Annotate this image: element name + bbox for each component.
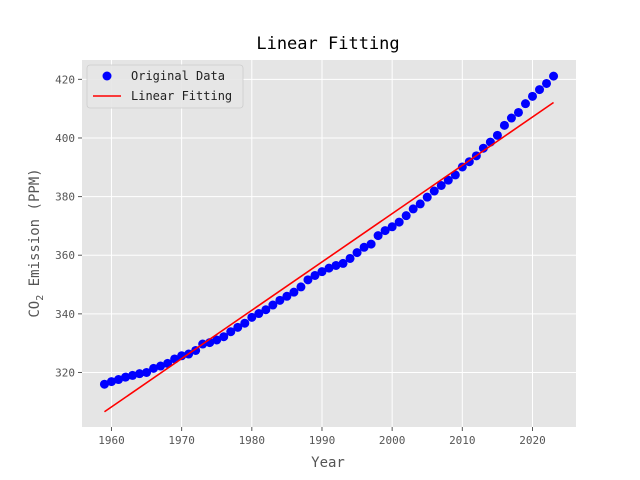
data-point — [121, 372, 131, 382]
data-point — [254, 309, 264, 319]
data-point — [542, 78, 552, 88]
y-axis-ticks: 320 340 360 380 400 420 — [55, 73, 82, 379]
x-tick-label: 2020 — [519, 434, 546, 447]
y-tick-label: 340 — [55, 308, 75, 321]
data-point — [478, 143, 488, 153]
y-axis-label-rest: Emission (PPM) — [27, 168, 43, 294]
data-point — [492, 130, 502, 140]
data-point — [324, 263, 334, 273]
data-point — [331, 260, 341, 270]
data-point — [296, 282, 306, 292]
y-tick-label: 360 — [55, 249, 75, 262]
data-point — [359, 242, 369, 252]
data-point — [282, 291, 292, 301]
data-point — [233, 322, 243, 332]
data-point — [527, 91, 537, 101]
x-axis-ticks: 1960 1970 1980 1990 2000 2010 2020 — [98, 427, 546, 447]
x-tick-label: 1960 — [98, 434, 125, 447]
data-point — [261, 305, 271, 315]
data-point — [429, 186, 439, 196]
y-axis-label-main: CO — [27, 301, 43, 318]
y-tick-label: 380 — [55, 191, 75, 204]
data-point — [415, 199, 425, 209]
y-axis-label-subscript: 2 — [35, 295, 46, 301]
data-point — [310, 270, 320, 280]
data-point — [408, 204, 418, 214]
data-point — [506, 113, 516, 123]
data-point — [268, 300, 278, 310]
data-point — [99, 379, 109, 389]
legend-label-original-data: Original Data — [131, 69, 225, 83]
data-point — [443, 175, 453, 185]
y-axis-label: CO2 Emission (PPM) — [27, 168, 46, 317]
data-point — [142, 367, 152, 377]
data-point — [106, 377, 116, 387]
chart-title: Linear Fitting — [256, 34, 399, 54]
data-point — [289, 287, 299, 297]
data-point — [513, 107, 523, 117]
data-point — [549, 71, 559, 81]
data-point — [499, 120, 509, 130]
data-point — [247, 312, 257, 322]
data-point — [240, 318, 250, 328]
data-point — [366, 239, 376, 249]
data-point — [163, 358, 173, 368]
legend-marker-original-data — [102, 71, 112, 81]
data-point — [394, 217, 404, 227]
y-tick-label: 320 — [55, 366, 75, 379]
data-point — [226, 327, 236, 337]
data-point — [212, 335, 222, 345]
data-point — [149, 363, 159, 373]
data-point — [156, 361, 166, 371]
x-tick-label: 2010 — [449, 434, 476, 447]
fit-line — [104, 101, 554, 413]
data-point — [275, 295, 285, 305]
legend: Original Data Linear Fitting — [86, 64, 244, 109]
data-point — [373, 231, 383, 241]
data-point — [535, 85, 545, 95]
data-point — [303, 275, 313, 285]
data-point — [128, 370, 138, 380]
data-point — [352, 248, 362, 258]
data-point — [345, 253, 355, 263]
y-tick-label: 420 — [55, 73, 75, 86]
x-tick-label: 1970 — [168, 434, 195, 447]
x-tick-label: 1980 — [239, 434, 266, 447]
legend-label-linear-fitting: Linear Fitting — [131, 89, 232, 103]
data-point — [113, 375, 123, 385]
data-point — [338, 258, 348, 268]
data-point — [387, 222, 397, 232]
x-axis-label: Year — [311, 455, 345, 471]
data-point — [436, 180, 446, 190]
legend-box — [86, 64, 244, 109]
x-tick-label: 1990 — [309, 434, 336, 447]
data-point — [422, 192, 432, 202]
y-tick-label: 400 — [55, 132, 75, 145]
data-point — [520, 99, 530, 109]
data-point — [219, 332, 229, 342]
series-layer — [99, 71, 559, 413]
x-tick-label: 2000 — [379, 434, 406, 447]
data-point — [380, 226, 390, 236]
data-point — [135, 369, 145, 379]
data-point — [317, 267, 327, 277]
data-point — [401, 211, 411, 221]
